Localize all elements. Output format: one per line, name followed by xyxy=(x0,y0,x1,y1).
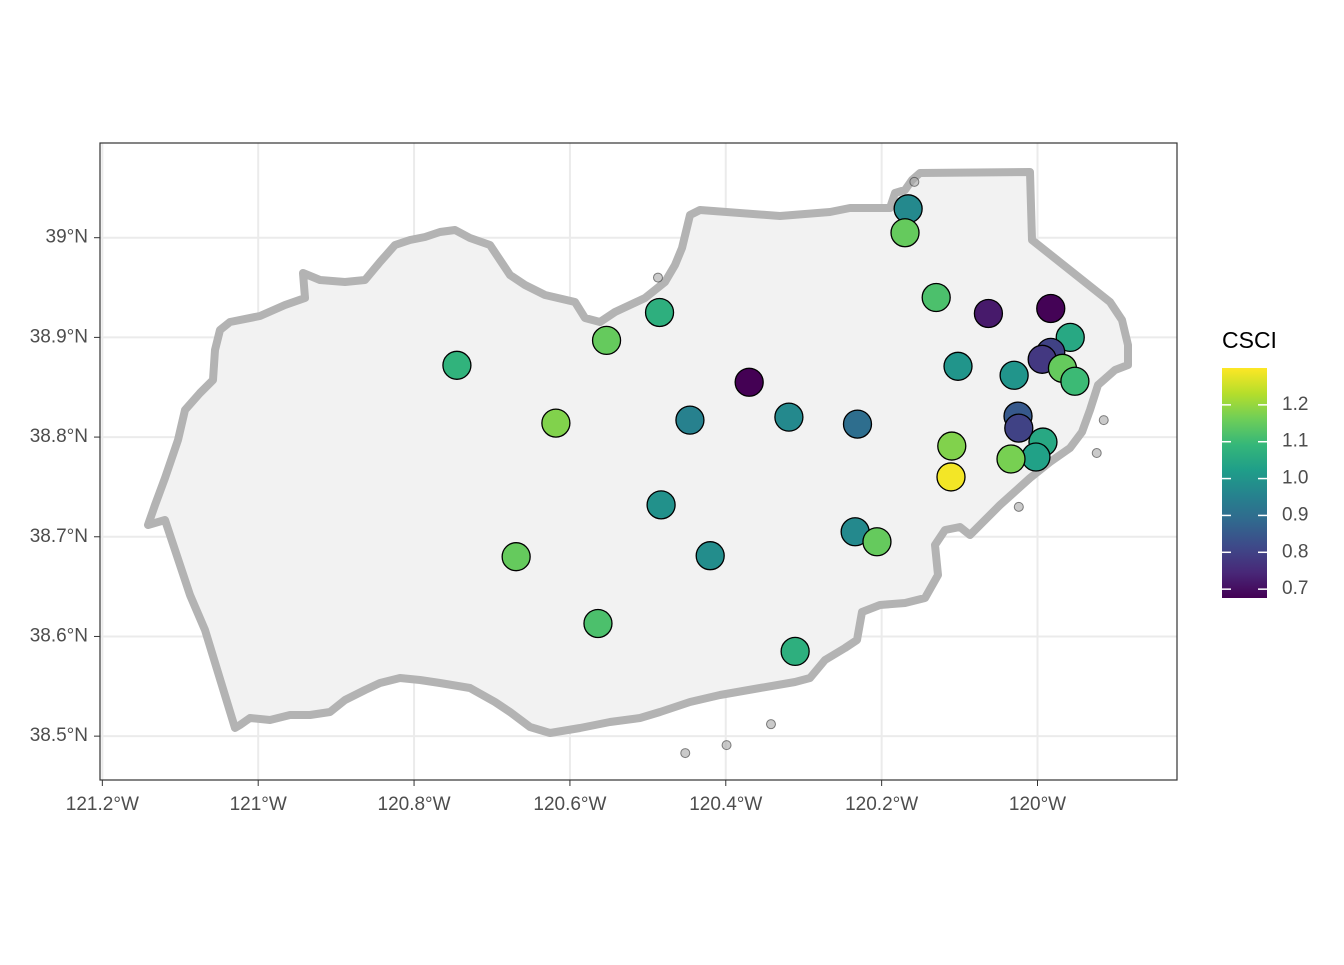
other-site xyxy=(1091,448,1102,459)
x-tick-label: 120.2°W xyxy=(845,794,918,815)
x-tick-label: 120.4°W xyxy=(689,794,762,815)
site-point xyxy=(921,282,951,313)
legend-title: CSCI xyxy=(1222,327,1277,353)
colorbar-tick-label: 1.2 xyxy=(1282,394,1308,415)
marks xyxy=(442,176,1109,759)
colorbar xyxy=(1222,368,1267,598)
site-point xyxy=(936,462,966,492)
other-site xyxy=(1013,501,1024,512)
site-point xyxy=(541,408,571,438)
other-site xyxy=(1098,415,1109,426)
site-point xyxy=(973,298,1004,329)
watershed-boundary xyxy=(144,168,1132,737)
x-tick-label: 121°W xyxy=(230,794,287,815)
site-point xyxy=(591,325,622,356)
other-site xyxy=(909,176,920,187)
site-point xyxy=(695,541,725,571)
site-point xyxy=(646,490,676,520)
x-tick-label: 120°W xyxy=(1009,794,1066,815)
y-tick-label: 38.6°N xyxy=(30,625,88,646)
other-site xyxy=(765,719,776,730)
legend: 0.7 0.8 0.9 1.0 1.1 1.2 xyxy=(1222,394,1308,599)
other-site xyxy=(721,740,732,751)
site-point xyxy=(1055,322,1085,353)
site-point xyxy=(937,431,967,461)
site-point xyxy=(862,527,892,557)
colorbar-tick-label: 0.8 xyxy=(1282,541,1308,562)
site-point xyxy=(943,351,973,381)
y-tick-label: 38.8°N xyxy=(30,426,88,447)
colorbar-tick-label: 1.1 xyxy=(1282,431,1308,452)
site-point xyxy=(890,218,920,248)
x-tick-label: 121.2°W xyxy=(66,794,139,815)
other-site xyxy=(680,748,691,759)
site-point xyxy=(774,402,804,432)
other-site xyxy=(652,272,663,283)
y-tick-label: 38.5°N xyxy=(30,725,88,746)
panel-border xyxy=(99,142,1178,781)
site-point xyxy=(1021,442,1051,472)
site-point xyxy=(583,608,613,639)
site-point xyxy=(675,405,705,435)
site-point xyxy=(999,360,1029,390)
y-tick-label: 38.9°N xyxy=(30,326,88,347)
colorbar-tick-label: 0.9 xyxy=(1282,504,1308,525)
site-point xyxy=(501,542,531,572)
site-point xyxy=(780,636,810,667)
site-point xyxy=(842,409,873,439)
site-point xyxy=(734,367,764,397)
x-tick-label: 120.6°W xyxy=(533,794,606,815)
site-point xyxy=(644,297,675,328)
site-point xyxy=(1036,293,1066,324)
site-point xyxy=(1060,366,1090,396)
colorbar-tick-label: 1.0 xyxy=(1282,468,1308,489)
site-point xyxy=(1004,413,1034,443)
x-tick-label: 120.8°W xyxy=(378,794,451,815)
axes: 121.2°W 121°W 120.8°W 120.6°W 120.4°W 120.2°W… xyxy=(30,227,1066,815)
colorbar-tick-label: 0.7 xyxy=(1282,578,1308,599)
site-point xyxy=(996,444,1026,474)
site-point xyxy=(442,350,472,380)
y-tick-label: 38.7°N xyxy=(30,526,88,547)
y-tick-label: 39°N xyxy=(46,227,88,248)
